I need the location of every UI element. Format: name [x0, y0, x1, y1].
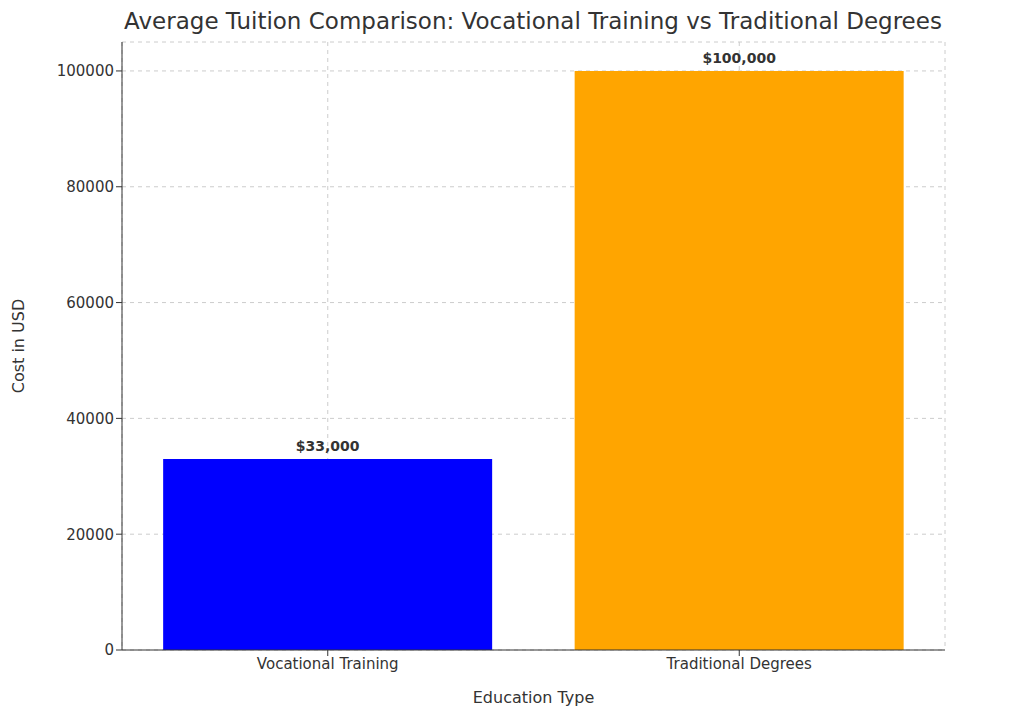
svg-text:100000: 100000 — [57, 62, 114, 80]
svg-text:Cost in USD: Cost in USD — [9, 299, 28, 394]
svg-text:20000: 20000 — [66, 526, 114, 544]
svg-text:80000: 80000 — [66, 178, 114, 196]
svg-text:60000: 60000 — [66, 294, 114, 312]
svg-text:$33,000: $33,000 — [296, 438, 360, 454]
html-text:Average Tuition Comparison: Vo: Average Tuition Comparison: Vocational T… — [124, 8, 942, 34]
svg-text:Traditional Degrees: Traditional Degrees — [666, 655, 812, 673]
svg-text:40000: 40000 — [66, 410, 114, 428]
svg-text:Vocational Training: Vocational Training — [257, 655, 399, 673]
svg-text:Education Type: Education Type — [473, 688, 595, 707]
svg-text:$100,000: $100,000 — [702, 50, 776, 66]
svg-text:0: 0 — [104, 641, 114, 659]
